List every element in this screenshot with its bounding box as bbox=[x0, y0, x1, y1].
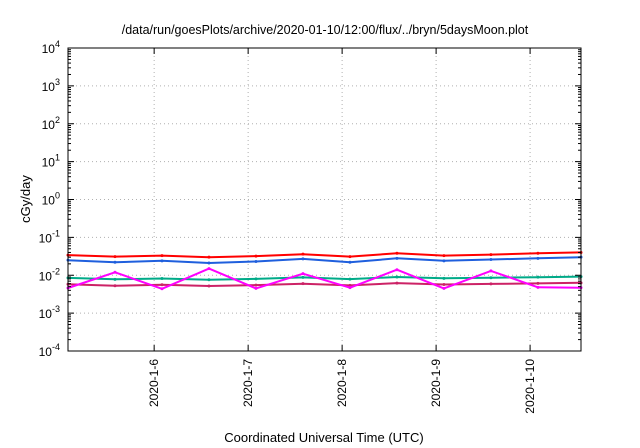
series-line bbox=[67, 275, 582, 281]
data-point bbox=[489, 269, 493, 273]
data-point bbox=[395, 256, 399, 260]
data-point bbox=[489, 282, 493, 286]
series-line bbox=[67, 281, 582, 287]
series-line bbox=[67, 256, 582, 264]
data-point bbox=[442, 276, 446, 280]
x-tick-label: 2020-1-7 bbox=[241, 359, 255, 407]
y-tick-label: 104 bbox=[42, 39, 60, 56]
data-point bbox=[301, 252, 305, 256]
x-axis-label: Coordinated Universal Time (UTC) bbox=[224, 430, 423, 445]
data-point bbox=[395, 268, 399, 272]
x-tick-label: 2020-1-9 bbox=[429, 359, 443, 407]
data-point bbox=[442, 286, 446, 290]
data-point bbox=[113, 277, 117, 281]
y-tick-label: 10-1 bbox=[39, 228, 60, 245]
y-tick-label: 103 bbox=[42, 77, 60, 94]
x-tick-label: 2020-1-10 bbox=[523, 359, 537, 414]
data-point bbox=[254, 277, 258, 281]
data-point bbox=[536, 275, 540, 279]
data-point bbox=[207, 255, 211, 259]
data-point bbox=[254, 286, 258, 290]
y-axis-label: cGy/day bbox=[18, 175, 33, 223]
y-tick-label: 10-2 bbox=[39, 266, 60, 283]
data-point bbox=[489, 258, 493, 262]
data-point bbox=[160, 287, 164, 291]
data-point bbox=[254, 283, 258, 287]
grid bbox=[68, 48, 581, 351]
axes: 10-4 10-3 10-2 10-1 100 101 102 103 104 2020-1-6 2… bbox=[39, 39, 581, 414]
data-point bbox=[489, 253, 493, 257]
data-point bbox=[160, 259, 164, 263]
data-point bbox=[395, 281, 399, 285]
data-point bbox=[113, 284, 117, 288]
data-point bbox=[301, 257, 305, 261]
data-point bbox=[348, 277, 352, 281]
chart-title: /data/run/goesPlots/archive/2020-01-10/1… bbox=[122, 23, 529, 37]
data-point bbox=[348, 286, 352, 290]
data-point bbox=[395, 251, 399, 255]
data-point bbox=[113, 260, 117, 264]
data-point bbox=[442, 282, 446, 286]
data-point bbox=[160, 277, 164, 281]
data-point bbox=[160, 283, 164, 287]
y-tick-label: 100 bbox=[42, 191, 60, 208]
data-point bbox=[207, 267, 211, 271]
x-tick-label: 2020-1-6 bbox=[147, 359, 161, 407]
data-point bbox=[536, 251, 540, 255]
data-point bbox=[395, 275, 399, 279]
data-point bbox=[348, 260, 352, 264]
data-point bbox=[207, 284, 211, 288]
data-point bbox=[301, 282, 305, 286]
series-layer bbox=[66, 250, 583, 291]
y-tick-label: 10-3 bbox=[39, 304, 60, 321]
data-point bbox=[113, 255, 117, 259]
data-point bbox=[301, 275, 305, 279]
data-point bbox=[442, 254, 446, 258]
data-point bbox=[536, 256, 540, 260]
data-point bbox=[207, 278, 211, 282]
y-tick-label: 102 bbox=[42, 115, 60, 132]
data-point bbox=[254, 254, 258, 258]
data-point bbox=[536, 285, 540, 289]
series-line bbox=[67, 267, 582, 290]
data-point bbox=[489, 276, 493, 280]
y-tick-label: 10-4 bbox=[39, 342, 60, 359]
data-point bbox=[207, 261, 211, 265]
data-point bbox=[348, 255, 352, 259]
x-tick-label: 2020-1-8 bbox=[335, 359, 349, 407]
data-point bbox=[113, 270, 117, 274]
data-point bbox=[442, 259, 446, 263]
data-point bbox=[536, 281, 540, 285]
data-point bbox=[348, 283, 352, 287]
series-line bbox=[67, 251, 582, 259]
data-point bbox=[301, 272, 305, 276]
data-point bbox=[160, 254, 164, 258]
y-tick-label: 101 bbox=[42, 153, 60, 170]
data-point bbox=[254, 260, 258, 264]
